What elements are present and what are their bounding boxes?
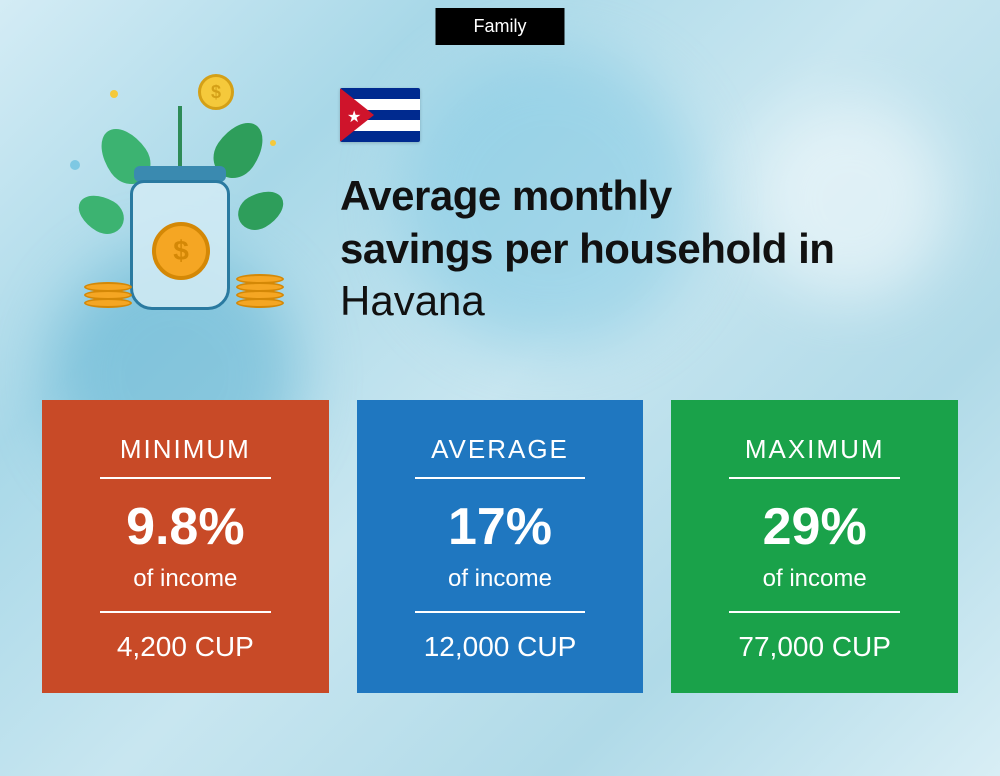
title-city: Havana bbox=[340, 275, 950, 328]
coin-stack-icon bbox=[84, 282, 132, 292]
coin-stack-icon bbox=[236, 274, 284, 284]
title-line: savings per household in bbox=[340, 223, 950, 276]
card-percent: 17% bbox=[385, 497, 616, 557]
stat-cards: MINIMUM 9.8% of income 4,200 CUP AVERAGE… bbox=[42, 400, 958, 693]
title-block: ★ Average monthly savings per household … bbox=[340, 70, 950, 328]
leaf-icon bbox=[232, 183, 291, 236]
divider bbox=[729, 477, 900, 479]
divider bbox=[100, 611, 271, 613]
sparkle-icon bbox=[110, 90, 118, 98]
sparkle-icon bbox=[70, 160, 80, 170]
card-amount: 77,000 CUP bbox=[699, 631, 930, 663]
card-sub: of income bbox=[699, 565, 930, 593]
divider bbox=[729, 611, 900, 613]
coin-icon: $ bbox=[152, 222, 210, 280]
card-label: MINIMUM bbox=[70, 434, 301, 465]
card-sub: of income bbox=[70, 565, 301, 593]
coin-icon: $ bbox=[198, 74, 234, 110]
sparkle-icon bbox=[270, 140, 276, 146]
card-sub: of income bbox=[385, 565, 616, 593]
divider bbox=[100, 477, 271, 479]
stat-card-minimum: MINIMUM 9.8% of income 4,200 CUP bbox=[42, 400, 329, 693]
leaf-icon bbox=[72, 187, 131, 240]
card-amount: 4,200 CUP bbox=[70, 631, 301, 663]
title-line: Average monthly bbox=[340, 170, 950, 223]
header: $ $ ★ Average monthly savings per househ… bbox=[50, 70, 950, 330]
card-label: AVERAGE bbox=[385, 434, 616, 465]
card-amount: 12,000 CUP bbox=[385, 631, 616, 663]
card-percent: 9.8% bbox=[70, 497, 301, 557]
divider bbox=[415, 611, 586, 613]
divider bbox=[415, 477, 586, 479]
cuba-flag-icon: ★ bbox=[340, 88, 420, 142]
stat-card-average: AVERAGE 17% of income 12,000 CUP bbox=[357, 400, 644, 693]
category-tag: Family bbox=[436, 8, 565, 45]
card-percent: 29% bbox=[699, 497, 930, 557]
savings-jar-illustration: $ $ bbox=[50, 70, 300, 330]
card-label: MAXIMUM bbox=[699, 434, 930, 465]
stat-card-maximum: MAXIMUM 29% of income 77,000 CUP bbox=[671, 400, 958, 693]
star-icon: ★ bbox=[347, 107, 361, 127]
